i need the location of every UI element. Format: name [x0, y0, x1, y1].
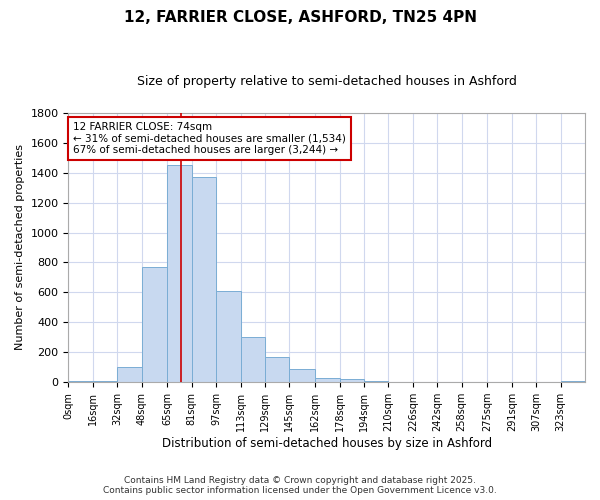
Bar — [216, 291, 241, 382]
Text: Contains HM Land Registry data © Crown copyright and database right 2025.
Contai: Contains HM Land Registry data © Crown c… — [103, 476, 497, 495]
X-axis label: Distribution of semi-detached houses by size in Ashford: Distribution of semi-detached houses by … — [161, 437, 492, 450]
Bar — [340, 379, 364, 382]
Bar — [167, 165, 192, 382]
Bar — [315, 378, 340, 382]
Bar — [560, 380, 585, 382]
Title: Size of property relative to semi-detached houses in Ashford: Size of property relative to semi-detach… — [137, 75, 517, 88]
Bar — [192, 177, 216, 382]
Text: 12 FARRIER CLOSE: 74sqm
← 31% of semi-detached houses are smaller (1,534)
67% of: 12 FARRIER CLOSE: 74sqm ← 31% of semi-de… — [73, 122, 346, 155]
Text: 12, FARRIER CLOSE, ASHFORD, TN25 4PN: 12, FARRIER CLOSE, ASHFORD, TN25 4PN — [124, 10, 476, 25]
Bar — [142, 267, 167, 382]
Bar — [117, 368, 142, 382]
Bar — [241, 338, 265, 382]
Bar — [265, 357, 289, 382]
Y-axis label: Number of semi-detached properties: Number of semi-detached properties — [15, 144, 25, 350]
Bar — [93, 381, 117, 382]
Bar — [289, 369, 315, 382]
